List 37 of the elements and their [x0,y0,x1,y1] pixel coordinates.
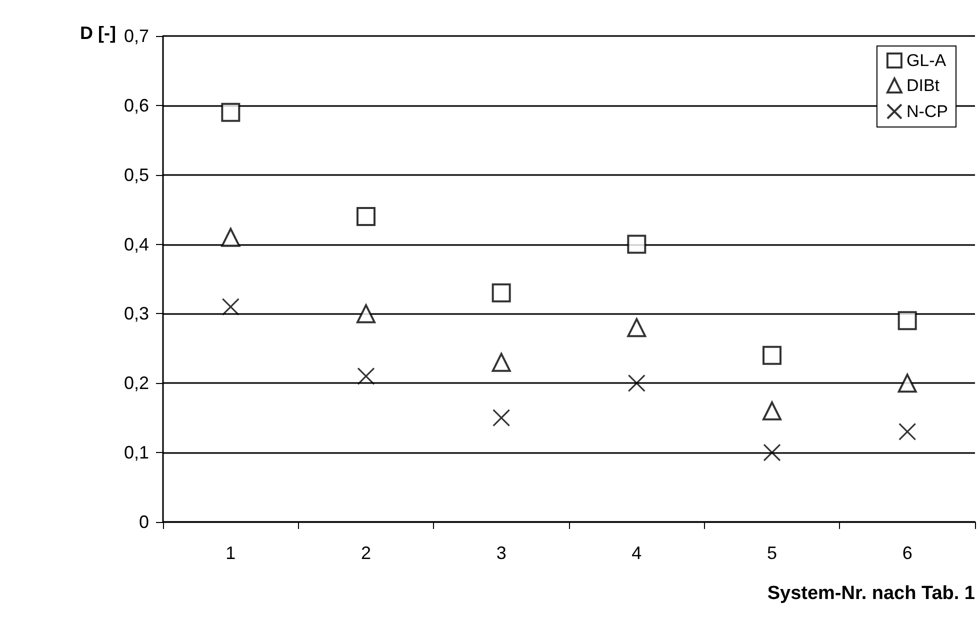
y-tick-label: 0 [138,512,149,532]
y-tick-label: 0,4 [124,234,149,254]
point [762,401,782,420]
y-tick-label: 0,6 [124,95,149,116]
legend-label: GL-A [906,51,947,70]
legend-label: N-CP [906,102,948,121]
y-axis-title: D [-] [80,23,116,43]
legend-label: DIBt [906,76,940,95]
y-tick-label: 0,5 [124,164,149,185]
x-axis-title: System-Nr. nach Tab. 1 [767,583,976,604]
x-tick-label: 2 [360,543,372,563]
point [221,102,240,122]
y-tick-label: 0,7 [124,26,149,46]
y-tick-label: 0,3 [124,304,149,324]
point [627,318,646,338]
y-tick-label: 0,1 [124,442,149,463]
x-tick-label: 1 [226,543,236,563]
point [763,444,781,462]
point [492,283,511,302]
point [357,367,375,385]
x-tick-label: 6 [902,543,912,563]
point [627,234,646,254]
point [762,346,782,365]
point [898,422,916,441]
point [898,311,917,330]
point [492,352,511,372]
point [898,374,917,393]
x-tick-label: 5 [766,543,778,563]
point [356,207,376,226]
x-tick-label: 3 [496,543,506,563]
y-tick-label: 0,2 [124,373,149,394]
x-tick-label: 4 [632,543,642,563]
point [221,228,240,247]
point [356,304,376,324]
point [492,409,510,427]
point [628,374,646,392]
point [222,298,240,316]
